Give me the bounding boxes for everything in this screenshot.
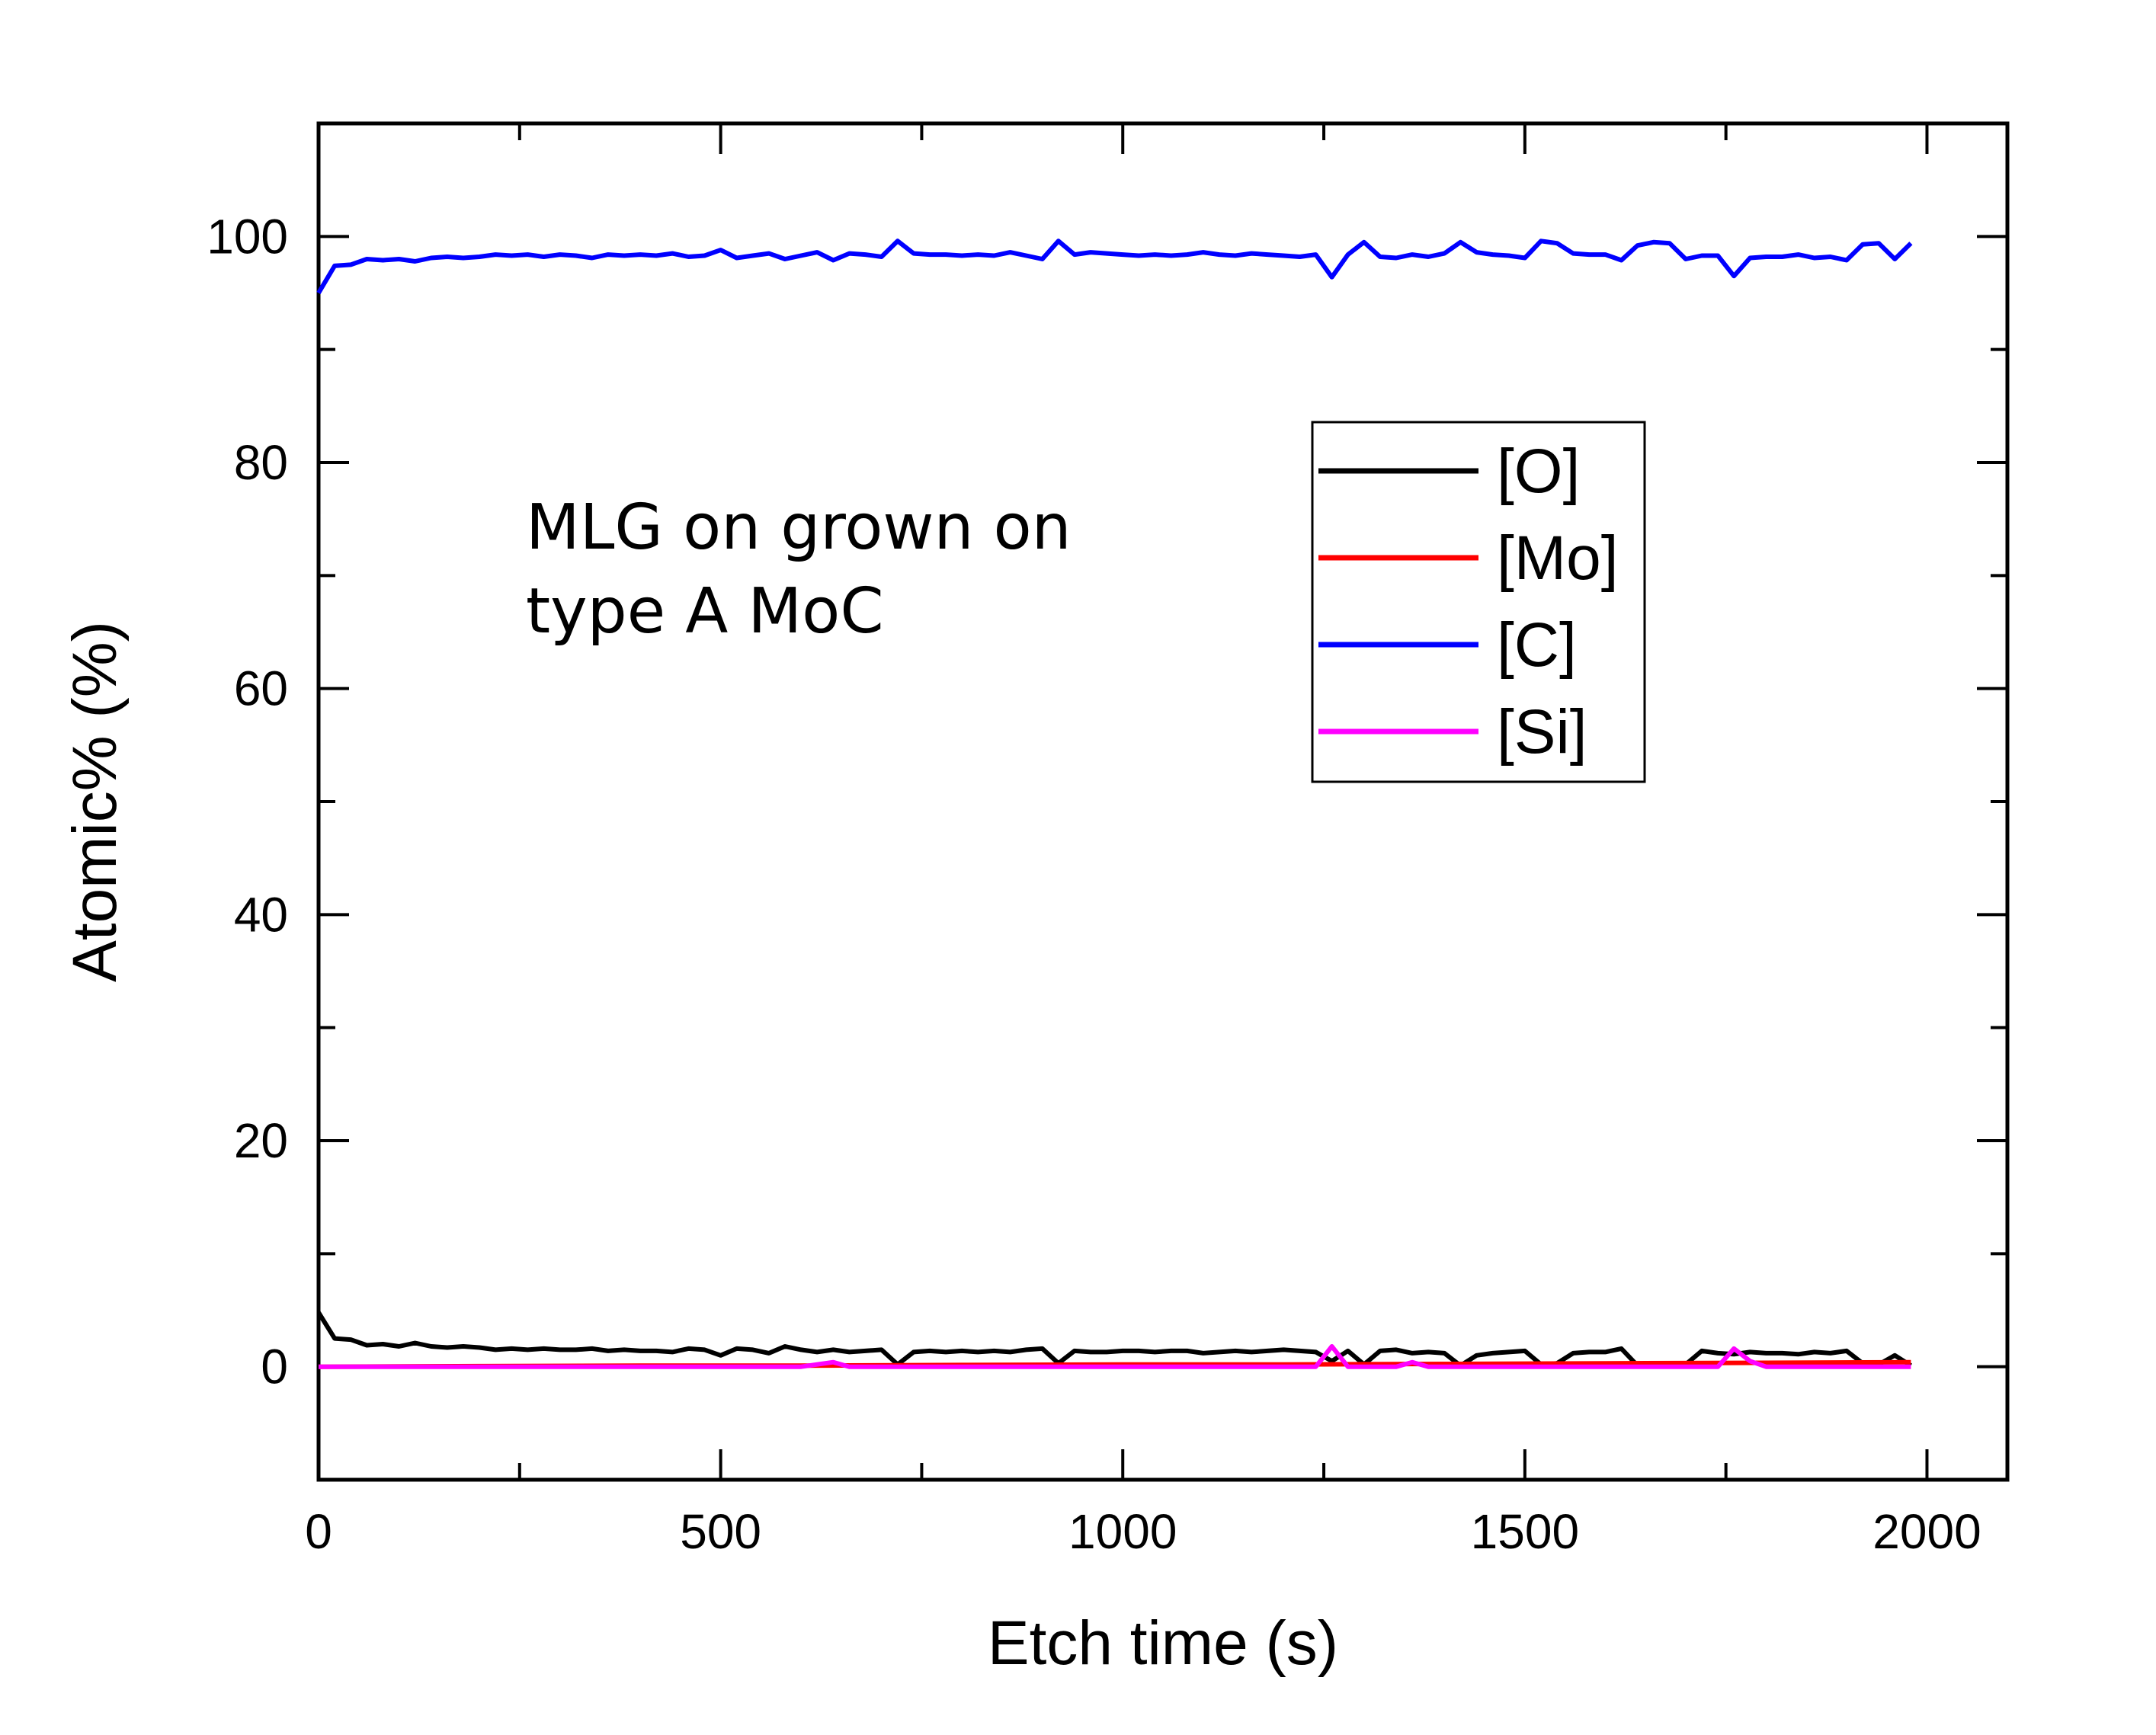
legend-label-o: [O]	[1497, 437, 1580, 506]
x-tick-label: 1000	[1068, 1504, 1177, 1559]
y-axis-title: Atomic% (%)	[60, 621, 130, 982]
y-tick-label: 100	[207, 209, 288, 264]
y-tick-label: 20	[234, 1113, 288, 1168]
y-tick-label: 40	[234, 887, 288, 942]
y-tick-label: 80	[234, 435, 288, 490]
legend-label-si: [Si]	[1497, 697, 1587, 767]
series-line-si	[319, 1344, 1911, 1369]
legend-box	[1311, 421, 1646, 783]
y-tick-label: 60	[234, 661, 288, 716]
axis-tick-labels: 0 500 1000 1500 2000 0 20 40 60 80 100	[207, 209, 1981, 1559]
plot-frame	[316, 121, 2010, 1482]
x-tick-label: 1500	[1471, 1504, 1579, 1559]
y-tick-label: 0	[261, 1340, 288, 1394]
series-lines	[316, 238, 1913, 1369]
series-line-c	[316, 238, 1913, 295]
x-axis-title: Etch time (s)	[988, 1609, 1338, 1678]
legend-label-mo: [Mo]	[1497, 523, 1618, 593]
series-line-o	[316, 1311, 1913, 1368]
x-tick-label: 2000	[1872, 1504, 1981, 1559]
annotation-line-1: MLG on grown on	[526, 491, 1072, 564]
legend-label-c: [C]	[1497, 610, 1577, 680]
annotation-line-2: type A MoC	[526, 575, 884, 648]
x-tick-label: 500	[680, 1504, 761, 1559]
legend: [O] [Mo] [C] [Si]	[1311, 421, 1646, 783]
axis-ticks	[317, 123, 2007, 1480]
x-tick-label: 0	[305, 1504, 332, 1559]
